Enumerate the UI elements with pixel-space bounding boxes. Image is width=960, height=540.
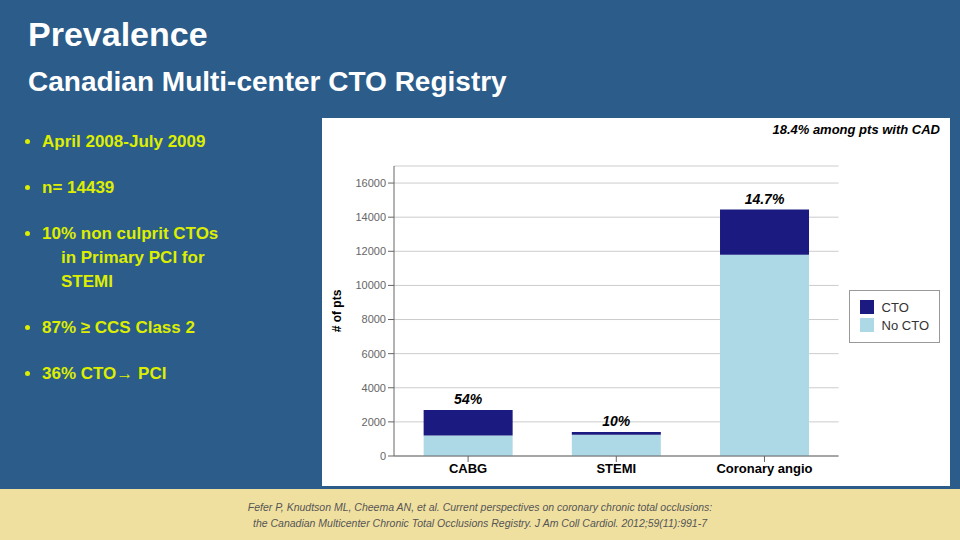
svg-text:# of pts: # of pts xyxy=(330,289,344,332)
svg-text:CABG: CABG xyxy=(449,461,487,476)
html-text:Fefer P, Knudtson ML, Cheema A: Fefer P, Knudtson ML, Cheema AN, et al. … xyxy=(247,500,713,529)
svg-text:12000: 12000 xyxy=(355,245,386,257)
html-text:10% non culprit CTOs in Primar: 10% non culprit CTOs in Primary PCI for … xyxy=(42,224,219,291)
svg-text:14000: 14000 xyxy=(355,211,386,223)
html-text:April 2008-July 2009: April 2008-July 2009 xyxy=(42,132,206,151)
svg-text:4000: 4000 xyxy=(362,382,386,394)
svg-text:8000: 8000 xyxy=(362,313,386,325)
html-text:No CTO: No CTO xyxy=(881,317,929,333)
svg-text:14.7%: 14.7% xyxy=(745,191,785,207)
svg-text:10000: 10000 xyxy=(355,279,386,291)
html-text:CTO: CTO xyxy=(881,299,909,315)
html-text:Canadian Multi-center CTO Regi: Canadian Multi-center CTO Registry xyxy=(28,66,507,97)
html-text:87% ≥ CCS Class 2: 87% ≥ CCS Class 2 xyxy=(42,318,195,337)
svg-text:10%: 10% xyxy=(602,413,631,429)
svg-text:2000: 2000 xyxy=(362,416,386,428)
html-text:n= 14439: n= 14439 xyxy=(42,178,115,197)
html-text:Prevalence: Prevalence xyxy=(28,15,208,53)
svg-text:16000: 16000 xyxy=(355,177,386,189)
svg-text:STEMI: STEMI xyxy=(596,461,636,476)
svg-text:0: 0 xyxy=(380,450,386,462)
svg-text:6000: 6000 xyxy=(362,348,386,360)
svg-text:54%: 54% xyxy=(454,391,483,407)
html-text:36% CTO→ PCI: 36% CTO→ PCI xyxy=(42,364,167,383)
svg-text:Coronary angio: Coronary angio xyxy=(716,461,812,476)
html-text:18.4% among pts with CAD: 18.4% among pts with CAD xyxy=(772,122,940,137)
